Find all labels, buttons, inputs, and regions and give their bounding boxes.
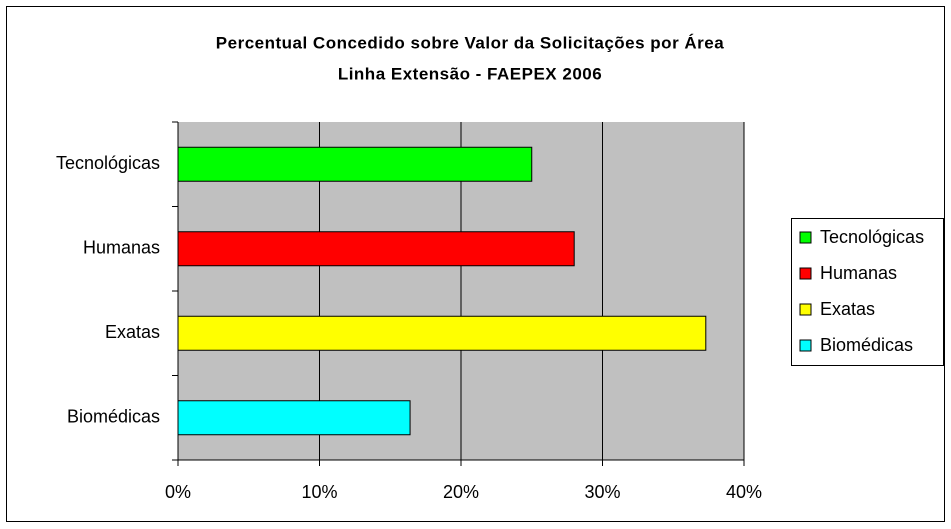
- x-tick-label: 30%: [584, 482, 620, 502]
- legend-box: [791, 218, 944, 366]
- y-tick-label: Exatas: [105, 322, 160, 342]
- legend-swatch: [799, 339, 812, 352]
- bar: [177, 146, 533, 182]
- legend-label: Biomédicas: [820, 335, 913, 355]
- x-tick-label: 20%: [443, 482, 479, 502]
- legend-swatch: [799, 231, 812, 244]
- legend-swatch: [799, 267, 812, 280]
- y-tick-label: Biomédicas: [67, 407, 160, 427]
- x-tick-label: 10%: [301, 482, 337, 502]
- legend-label: Tecnológicas: [820, 227, 924, 247]
- x-tick-label: 0%: [165, 482, 191, 502]
- y-tick-label: Tecnológicas: [56, 153, 160, 173]
- bar: [177, 400, 411, 436]
- chart-subtitle: Linha Extensão - FAEPEX 2006: [338, 64, 602, 83]
- legend-label: Humanas: [820, 263, 897, 283]
- legend-swatch: [799, 303, 812, 316]
- y-tick-label: Humanas: [83, 238, 160, 258]
- chart-title: Percentual Concedido sobre Valor da Soli…: [216, 33, 724, 52]
- bar: [177, 315, 707, 351]
- legend-label: Exatas: [820, 299, 875, 319]
- bar: [177, 231, 575, 267]
- x-tick-label: 40%: [726, 482, 762, 502]
